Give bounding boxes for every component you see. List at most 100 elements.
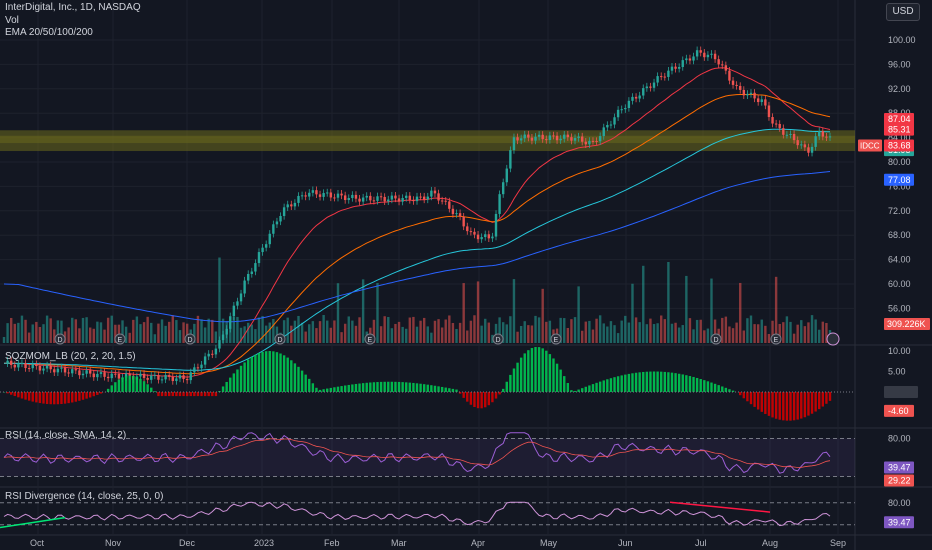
volume-bar [340,332,343,343]
volume-bar [448,315,451,343]
sqz-bar [559,369,562,392]
candle-body [99,372,103,374]
time-axis-label: Oct [30,538,45,548]
sqz-bar [534,346,537,392]
candle-body [774,123,778,125]
sqz-bar [512,368,516,392]
candle-body [800,144,803,146]
candle-body [20,363,24,365]
sqz-bar [821,392,825,407]
volume-bar [232,316,236,343]
sqz-bar [6,392,9,394]
candle-body [537,134,541,137]
candle-body [225,328,228,335]
volume-bar [627,322,631,343]
sqz-bar [99,392,103,394]
price-label: 83.68 [888,141,911,151]
candle-body [584,141,587,145]
volume-legend[interactable]: Vol [5,15,19,26]
sqz-bar [739,392,742,396]
sqz-bar [322,389,325,392]
volume-bar [652,324,656,343]
volume-bar [728,326,731,343]
volume-bar [419,320,422,343]
candle-body [297,195,300,203]
volume-bar [491,334,494,343]
sqz-bar [358,383,361,392]
candle-body [168,375,171,377]
rsi-label: 39.47 [888,463,911,473]
candle-body [282,207,286,217]
candle-body [466,226,469,232]
volume-bar [146,316,149,343]
volume-bar [168,321,171,343]
sqz-bar [609,378,613,392]
volume-bar [771,320,774,343]
volume-bar [624,315,627,343]
candle-body [175,378,178,382]
candle-body [106,376,110,379]
rsidiv-title: RSI Divergence (14, close, 25, 0, 0) [5,491,163,502]
candle-body [401,197,404,202]
sqz-bar [221,386,225,392]
sqz-bar [695,377,699,392]
candle-body [376,196,379,201]
candle-body [749,92,753,94]
sqz-bar [771,392,774,418]
volume-bar [588,320,591,343]
sqz-bar [785,392,789,421]
volume-bar [78,328,81,343]
sqz-bar [573,390,577,392]
volume-bar [60,320,63,343]
volume-bar [437,319,440,343]
volume-bar [383,316,386,343]
sqz-bar [588,385,591,392]
candle-body [185,379,189,381]
sqz-bar [326,388,329,392]
sqz-bar [645,371,649,392]
sqz-bar [394,381,397,392]
symbol-title[interactable]: InterDigital, Inc., 1D, NASDAQ [5,2,141,13]
sqz-bar [56,392,60,405]
candle-body [45,365,49,369]
volume-bar [541,288,544,343]
candle-body [6,360,9,364]
volume-bar [821,321,825,343]
sqz-bar [810,392,814,414]
sqz-bar [774,392,778,419]
sqz-bar [484,392,487,408]
volume-bar [670,323,674,343]
sqz-bar [685,375,688,392]
volume-bar [516,331,519,343]
sqz-bar [624,374,627,392]
volume-bar [415,326,419,343]
volume-bar [563,318,566,343]
sqz-bar [24,392,27,400]
candle-body [293,202,297,207]
candle-body [577,136,580,139]
sqz-bar [71,392,74,403]
volume-bar [196,315,200,343]
candle-body [196,367,200,369]
candle-body [782,128,785,135]
sqz-bar [476,392,480,409]
sqz-bar [17,392,20,398]
ema-legend[interactable]: EMA 20/50/100/200 [5,27,93,38]
sqz-bar [60,392,63,405]
candle-body [767,105,771,118]
volume-bar [663,319,666,343]
sqz-bar [207,392,210,397]
currency-button[interactable]: USD [886,3,920,21]
candle-body [742,89,746,96]
sqz-bar [229,377,232,392]
candle-body [825,136,828,138]
sqz-bar [717,385,720,392]
event-marker [770,333,782,345]
volume-bar [462,283,465,343]
sqz-bar [462,392,465,398]
price-tick: 64.00 [888,255,911,265]
sqz-bar [279,353,282,392]
volume-bar [239,327,243,343]
volume-bar [106,317,110,343]
